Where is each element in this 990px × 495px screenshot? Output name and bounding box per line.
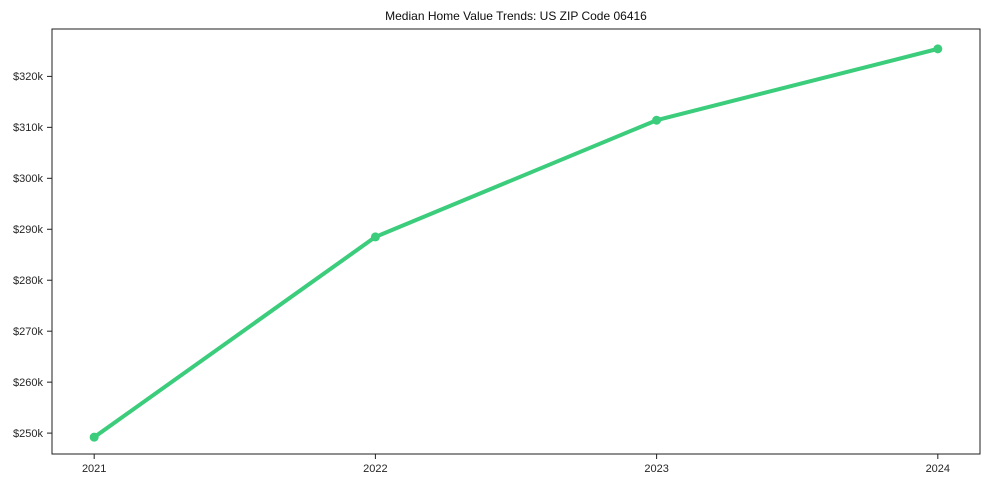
data-point-marker bbox=[370, 232, 380, 242]
x-tick-label: 2022 bbox=[363, 463, 387, 475]
plot-area-border bbox=[51, 28, 981, 455]
y-tick-label: $260k bbox=[13, 377, 43, 389]
data-point-marker bbox=[933, 44, 943, 54]
y-tick-label: $270k bbox=[13, 326, 43, 338]
chart-title: Median Home Value Trends: US ZIP Code 06… bbox=[385, 9, 647, 23]
x-tick-label: 2024 bbox=[926, 463, 950, 475]
series-median-home-value bbox=[89, 44, 943, 442]
x-axis: 2021 2022 2023 2024 bbox=[82, 454, 950, 475]
x-tick-label: 2023 bbox=[644, 463, 668, 475]
y-axis: $250k $260k $270k $280k $290k $300k $310k $320k bbox=[13, 71, 52, 440]
y-tick-label: $300k bbox=[13, 173, 43, 185]
x-tick-label: 2021 bbox=[82, 463, 106, 475]
y-tick-label: $250k bbox=[13, 428, 43, 440]
data-point-marker bbox=[89, 432, 99, 442]
data-point-marker bbox=[652, 115, 662, 125]
y-tick-label: $320k bbox=[13, 71, 43, 83]
y-tick-label: $310k bbox=[13, 122, 43, 134]
y-tick-label: $290k bbox=[13, 224, 43, 236]
trend-line bbox=[92, 46, 940, 440]
y-tick-label: $280k bbox=[13, 275, 43, 287]
